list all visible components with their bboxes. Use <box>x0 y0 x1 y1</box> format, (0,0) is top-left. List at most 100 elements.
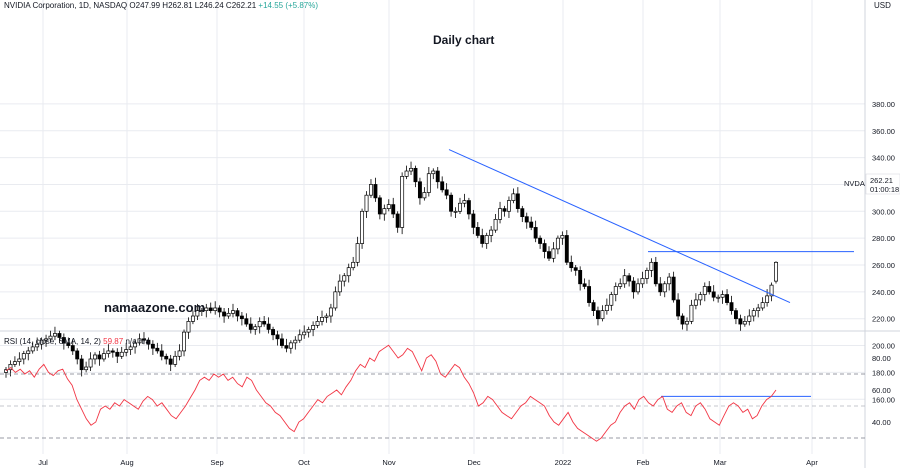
rsi-line <box>5 344 777 442</box>
candle-body <box>729 302 734 311</box>
candle-body <box>547 251 551 259</box>
candle-body <box>431 170 436 175</box>
candle-body <box>622 275 627 285</box>
candle-body <box>288 342 293 349</box>
currency-label[interactable]: USD <box>874 1 891 10</box>
candle-body <box>302 331 307 336</box>
candle-body <box>662 283 667 293</box>
candle-body <box>4 369 8 373</box>
candle-body <box>769 284 774 297</box>
candle-body <box>640 278 645 285</box>
candle-body <box>44 338 49 341</box>
candle-body <box>627 275 632 282</box>
candle-body <box>493 219 498 231</box>
candle-body <box>262 321 267 325</box>
candle-body <box>93 354 97 360</box>
rsi-bands <box>0 373 865 439</box>
price-tick-label: 380.00 <box>872 100 895 109</box>
candle-body <box>618 283 623 287</box>
candle-body <box>360 210 365 244</box>
candle-body <box>404 170 409 177</box>
candle-body <box>653 261 658 285</box>
candle-body <box>21 353 26 360</box>
time-tick-label: Nov <box>382 458 396 467</box>
candle-body <box>293 339 298 344</box>
candle-body <box>142 338 146 341</box>
candle-body <box>324 315 329 318</box>
candle-body <box>26 350 31 354</box>
candle-body <box>150 343 155 349</box>
candle-body <box>315 321 320 326</box>
candle-body <box>168 358 173 365</box>
rsi-tick-label: 40.00 <box>872 418 891 427</box>
candle-body <box>466 200 471 215</box>
candle-body <box>355 243 360 263</box>
rsi-value: 59.87 <box>103 337 124 346</box>
candle-body <box>582 283 587 287</box>
candle-body <box>199 310 204 312</box>
candle-body <box>395 213 400 228</box>
rsi-tick-label: 60.00 <box>872 386 891 395</box>
candle-body <box>720 294 725 298</box>
candle-body <box>591 302 596 311</box>
candle-body <box>649 261 654 271</box>
candle-body <box>426 173 431 193</box>
time-tick-label: Apr <box>806 458 818 467</box>
candle-body <box>155 347 160 352</box>
candle-body <box>377 197 382 215</box>
candle-body <box>382 208 387 215</box>
candle-body <box>337 280 342 293</box>
trendlines <box>448 149 854 304</box>
candle-body <box>61 337 66 344</box>
time-tick-label: Oct <box>298 458 311 467</box>
candle-body <box>542 243 547 252</box>
candle-body <box>195 310 200 317</box>
candle-body <box>498 208 502 220</box>
candle-body <box>555 237 560 250</box>
candle-body <box>128 346 133 350</box>
candle-body <box>751 310 756 317</box>
candle-body <box>475 227 480 236</box>
candle-body <box>75 350 80 360</box>
price-tick-label: 240.00 <box>872 288 895 297</box>
candle-body <box>217 307 222 313</box>
candle-body <box>373 184 378 199</box>
candle-body <box>631 280 636 293</box>
rsi-legend: RSI (14, close, SMA, 14, 2) 59.87 n/a n/… <box>4 337 150 346</box>
last-price-value: 262.21 <box>870 176 893 185</box>
instrument-name: NVIDIA Corporation, 1D, NASDAQ <box>4 1 128 10</box>
rsi-na-2: n/a <box>138 337 150 346</box>
price-tick-label: 340.00 <box>872 154 895 163</box>
candle-body <box>725 294 729 303</box>
candle-body <box>88 358 93 368</box>
candle-body <box>164 355 169 360</box>
candle-body <box>685 321 689 325</box>
candle-body <box>774 261 778 282</box>
candle-body <box>115 351 120 357</box>
candle-body <box>391 204 396 215</box>
candle-body <box>119 351 124 357</box>
candle-body <box>520 208 525 218</box>
time-tick-label: Sep <box>210 458 223 467</box>
candle-body <box>529 221 534 228</box>
watermark: namaazone.com <box>104 300 206 315</box>
rsi-label: RSI (14, close, SMA, 14, 2) <box>4 337 101 346</box>
candle-body <box>320 317 324 322</box>
candle-body <box>604 304 609 311</box>
candle-body <box>738 318 743 325</box>
candle-body <box>511 193 516 201</box>
candle-body <box>173 355 178 365</box>
time-tick-label: Aug <box>120 458 133 467</box>
candle-body <box>587 286 592 303</box>
candle-body <box>538 237 543 244</box>
candle-body <box>533 227 538 239</box>
candle-body <box>658 283 663 293</box>
bar-countdown: 01:00:18 <box>870 185 900 194</box>
candle-body <box>765 295 770 303</box>
candle-body <box>57 333 62 338</box>
candle-body <box>573 267 578 271</box>
candle-body <box>560 235 565 239</box>
last-price-box <box>865 173 900 195</box>
